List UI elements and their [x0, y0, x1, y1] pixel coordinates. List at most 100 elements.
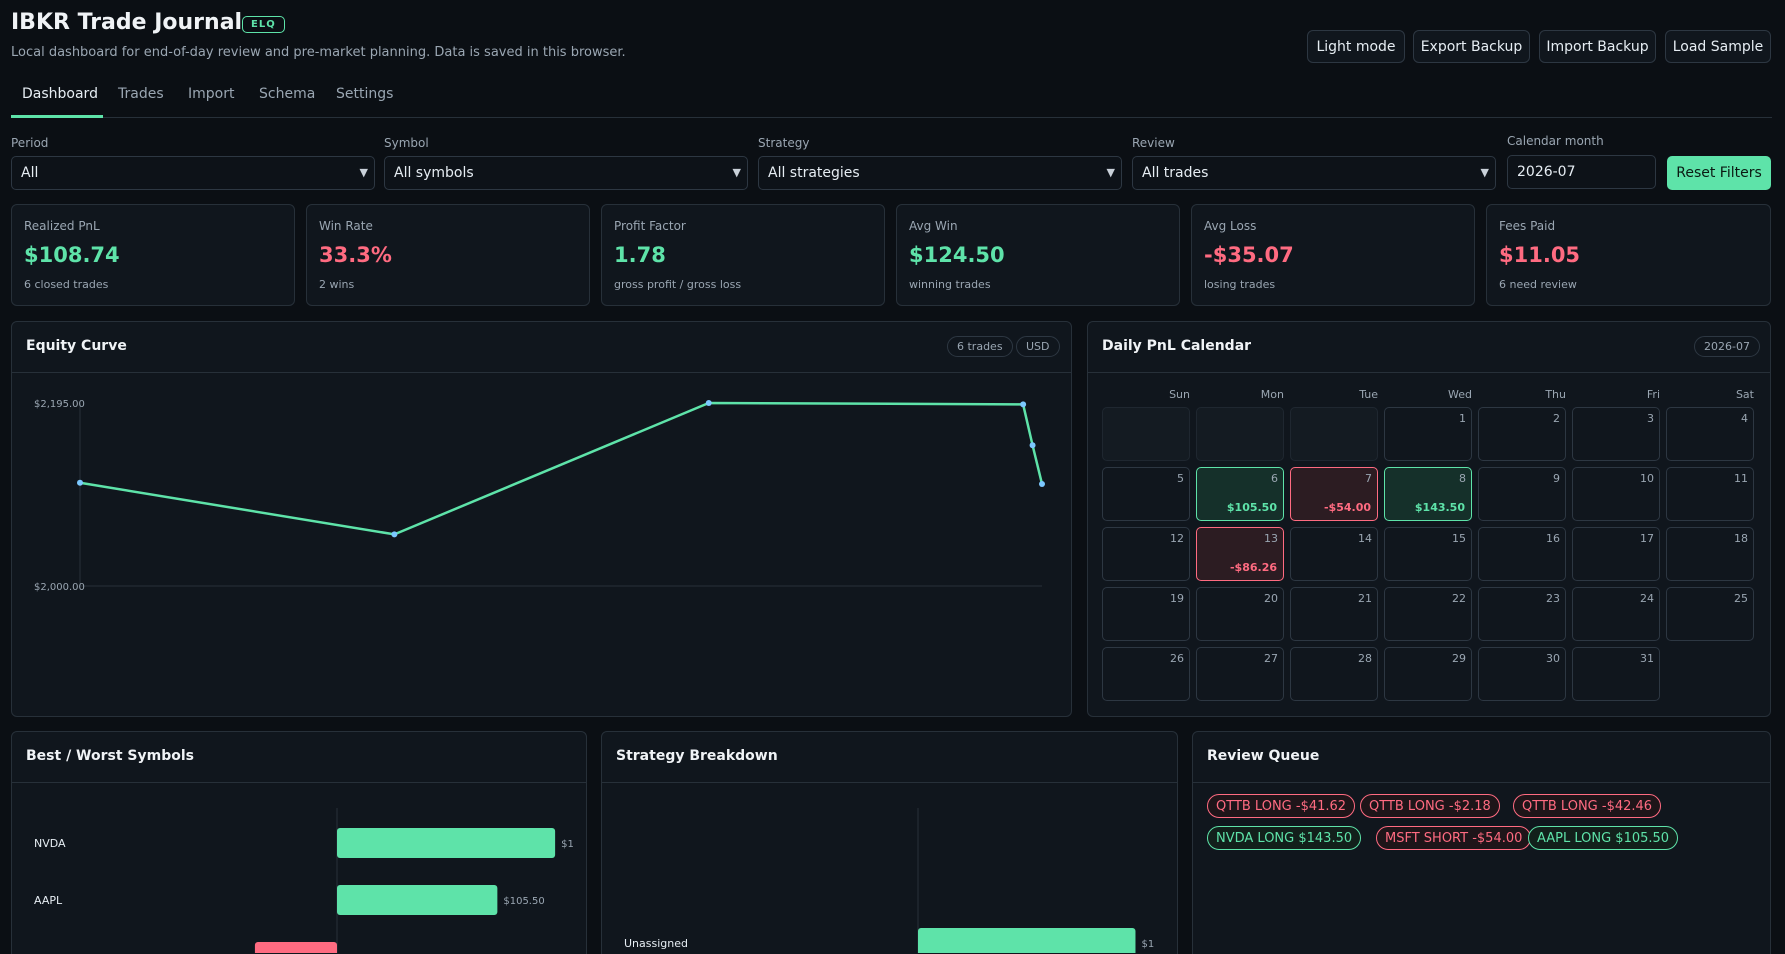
- calendar-day-8[interactable]: 8 $143.50: [1384, 467, 1472, 521]
- calendar-day-15[interactable]: 15: [1384, 527, 1472, 581]
- category-label: AAPL: [34, 894, 63, 907]
- calendar-day-25[interactable]: 25: [1666, 587, 1754, 641]
- calendar-day-12[interactable]: 12: [1102, 527, 1190, 581]
- panel-divider: [12, 372, 1071, 373]
- tab-settings[interactable]: Settings: [336, 86, 394, 102]
- equity-series-line: [79, 401, 1044, 536]
- day-number: 12: [1170, 532, 1184, 545]
- stat-card-avg-loss: Avg Loss -$35.07 losing trades: [1191, 204, 1475, 306]
- equity-curve-chart: $2,195.00 $2,000.00: [34, 399, 1045, 593]
- review-queue-item[interactable]: AAPL LONG $105.50: [1528, 826, 1679, 850]
- day-number: 3: [1647, 412, 1654, 425]
- symbol-select[interactable]: All symbols ▼: [384, 156, 748, 190]
- tab-dashboard[interactable]: Dashboard: [11, 86, 103, 118]
- reset-filters-button[interactable]: Reset Filters: [1667, 156, 1771, 190]
- day-pnl: $143.50: [1414, 501, 1465, 514]
- light-mode-button[interactable]: Light mode: [1307, 30, 1405, 63]
- calendar-day-22[interactable]: 22: [1384, 587, 1472, 641]
- calendar-day-3[interactable]: 3: [1572, 407, 1660, 461]
- calendar-day-31[interactable]: 31: [1572, 647, 1660, 701]
- review-queue-item[interactable]: QTTB LONG -$41.62: [1207, 794, 1356, 818]
- review-queue-item[interactable]: QTTB LONG -$2.18: [1360, 794, 1500, 818]
- calendar-day-27[interactable]: 27: [1196, 647, 1284, 701]
- calendar-day-26[interactable]: 26: [1102, 647, 1190, 701]
- day-number: 13: [1264, 532, 1278, 545]
- calendar-day-28[interactable]: 28: [1290, 647, 1378, 701]
- panel-divider: [602, 782, 1177, 783]
- day-number: 29: [1452, 652, 1466, 665]
- tab-import[interactable]: Import: [188, 86, 235, 102]
- equity-point: [77, 479, 83, 486]
- chevron-down-icon: ▼: [359, 166, 368, 179]
- review-select[interactable]: All trades ▼: [1132, 156, 1496, 190]
- calendar-day-1[interactable]: 1: [1384, 407, 1472, 461]
- symbol-value: All symbols: [394, 165, 474, 181]
- calendar-day-2[interactable]: 2: [1478, 407, 1566, 461]
- day-number: 8: [1459, 472, 1466, 485]
- load-sample-button[interactable]: Load Sample: [1665, 30, 1771, 63]
- stat-sub: 2 wins: [319, 278, 355, 291]
- day-number: 24: [1640, 592, 1654, 605]
- day-number: 5: [1177, 472, 1184, 485]
- import-backup-button[interactable]: Import Backup: [1539, 30, 1656, 63]
- calendar-day-9[interactable]: 9: [1478, 467, 1566, 521]
- calendar-day-24[interactable]: 24: [1572, 587, 1660, 641]
- tab-trades[interactable]: Trades: [118, 86, 164, 102]
- calendar-day-23[interactable]: 23: [1478, 587, 1566, 641]
- review-queue-item[interactable]: QTTB LONG -$42.46: [1513, 794, 1662, 818]
- category-label: NVDA: [34, 837, 66, 850]
- equity-curve-title: Equity Curve: [26, 338, 127, 354]
- calendar-day-11[interactable]: 11: [1666, 467, 1754, 521]
- period-select[interactable]: All ▼: [11, 156, 375, 190]
- stat-value: 33.3%: [319, 243, 392, 267]
- strategy-select[interactable]: All strategies ▼: [758, 156, 1122, 190]
- calendar-day-14[interactable]: 14: [1290, 527, 1378, 581]
- calendar-day-7[interactable]: 7 -$54.00: [1290, 467, 1378, 521]
- y-tick-label: $2,000.00: [34, 582, 85, 593]
- review-queue-item[interactable]: NVDA LONG $143.50: [1207, 826, 1362, 850]
- calendar-day-5[interactable]: 5: [1102, 467, 1190, 521]
- tab-schema[interactable]: Schema: [259, 86, 316, 102]
- calendar-day-21[interactable]: 21: [1290, 587, 1378, 641]
- chevron-down-icon: ▼: [1106, 166, 1115, 179]
- day-number: 10: [1640, 472, 1654, 485]
- calendar-day-6[interactable]: 6 $105.50: [1196, 467, 1284, 521]
- calendar-month-input[interactable]: 2026-07: [1507, 155, 1656, 189]
- value-label: $1: [1141, 939, 1154, 950]
- stat-sub: losing trades: [1204, 278, 1276, 291]
- export-backup-button[interactable]: Export Backup: [1413, 30, 1530, 63]
- review-queue-item[interactable]: MSFT SHORT -$54.00: [1376, 826, 1532, 850]
- calendar-day-16[interactable]: 16: [1478, 527, 1566, 581]
- day-number: 17: [1640, 532, 1654, 545]
- day-number: 19: [1170, 592, 1184, 605]
- review-label: Review: [1132, 136, 1175, 150]
- day-number: 25: [1734, 592, 1748, 605]
- calendar-day-10[interactable]: 10: [1572, 467, 1660, 521]
- bar-aapl: [337, 885, 498, 915]
- review-queue-title: Review Queue: [1207, 748, 1320, 764]
- review-queue-panel: Review Queue QTTB LONG -$41.62 QTTB LONG …: [1192, 731, 1771, 954]
- day-number: 7: [1365, 472, 1372, 485]
- stat-label: Win Rate: [319, 219, 373, 233]
- bar-nvda: [337, 828, 556, 858]
- calendar-day-13[interactable]: 13 -$86.26: [1196, 527, 1284, 581]
- day-number: 21: [1358, 592, 1372, 605]
- calendar-day-19[interactable]: 19: [1102, 587, 1190, 641]
- calendar-day-29[interactable]: 29: [1384, 647, 1472, 701]
- calendar-day-4[interactable]: 4: [1666, 407, 1754, 461]
- y-tick-label: $2,195.00: [34, 399, 85, 410]
- category-label: MSFT: [34, 951, 64, 953]
- calendar-day-20[interactable]: 20: [1196, 587, 1284, 641]
- day-number: 31: [1640, 652, 1654, 665]
- period-value: All: [21, 165, 39, 181]
- stat-value: 1.78: [614, 243, 666, 267]
- category-label: Unassigned: [624, 937, 688, 950]
- calendar-day-18[interactable]: 18: [1666, 527, 1754, 581]
- calendar-day-30[interactable]: 30: [1478, 647, 1566, 701]
- stat-sub: gross profit / gross loss: [614, 278, 742, 291]
- day-number: 23: [1546, 592, 1560, 605]
- calendar-day-17[interactable]: 17: [1572, 527, 1660, 581]
- stat-card-fees-paid: Fees Paid $11.05 6 need review: [1486, 204, 1771, 306]
- bar-msft: [254, 942, 337, 953]
- equity-point: [705, 400, 712, 406]
